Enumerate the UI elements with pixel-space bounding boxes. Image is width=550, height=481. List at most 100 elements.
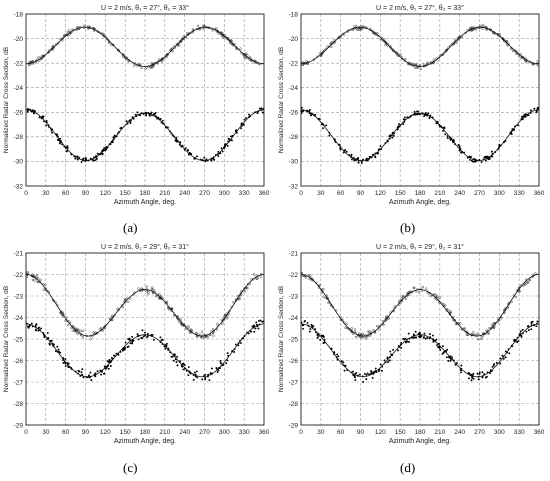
data-point [205, 158, 208, 161]
y-axis-label: Normalized Radar Cross Section, dB [3, 286, 10, 392]
data-point [348, 328, 351, 331]
y-tick-label: -26 [289, 358, 299, 365]
data-point [310, 114, 312, 117]
data-point [499, 357, 502, 360]
data-point [221, 319, 224, 323]
data-point [137, 287, 140, 290]
data-point [325, 124, 328, 127]
data-point [406, 340, 409, 343]
fit-curve [25, 274, 265, 337]
data-point [320, 334, 323, 337]
data-point [360, 162, 363, 164]
x-tick-label: 210 [159, 429, 170, 436]
data-point [212, 334, 215, 337]
data-point [42, 55, 45, 58]
data-point [228, 41, 232, 45]
data-point [535, 111, 538, 114]
data-point [165, 342, 168, 345]
data-point [403, 116, 406, 119]
data-point [149, 66, 152, 69]
data-point [51, 131, 53, 134]
x-tick-label: 300 [494, 429, 505, 436]
data-point [66, 30, 69, 34]
x-tick-label: 330 [239, 190, 250, 197]
plot-frame [300, 252, 540, 426]
data-point [204, 378, 207, 381]
data-point [252, 273, 256, 276]
data-point [370, 370, 372, 373]
data-point [79, 329, 82, 332]
data-point [120, 126, 123, 129]
data-point [300, 110, 303, 113]
data-point [90, 379, 93, 382]
data-point [322, 334, 325, 337]
data-point [107, 41, 111, 45]
y-tick-label: -30 [14, 159, 24, 166]
data-point [211, 328, 215, 331]
data-point [48, 342, 51, 345]
x-tick-label: 30 [317, 429, 325, 436]
data-point [492, 326, 496, 330]
data-point [457, 37, 460, 40]
data-point [101, 329, 105, 332]
series-upper [300, 23, 540, 70]
data-point [198, 28, 201, 31]
data-point [354, 379, 357, 381]
data-point [328, 134, 331, 137]
data-point [459, 322, 462, 325]
data-point [109, 365, 112, 367]
data-point [444, 133, 447, 136]
y-tick-label: -25 [289, 336, 299, 343]
data-point [253, 330, 256, 333]
data-point [377, 370, 380, 373]
data-point [413, 286, 416, 290]
data-point [158, 292, 161, 296]
chart-c: 0 30 60 90 120 150 180 210 240 270 300 330 360 -29 -28… [3, 243, 270, 445]
data-point [524, 60, 527, 63]
x-tick-label: 240 [179, 190, 190, 197]
data-point [484, 376, 487, 379]
data-point [387, 317, 391, 320]
data-point [460, 364, 463, 367]
data-point [470, 379, 473, 382]
data-point [402, 337, 405, 340]
data-point [35, 274, 39, 277]
data-point [353, 159, 356, 162]
data-point [379, 145, 382, 148]
data-point [337, 355, 340, 358]
data-point [158, 297, 161, 300]
data-point [25, 275, 29, 279]
data-point [65, 150, 68, 153]
data-point [316, 334, 319, 336]
data-point [414, 330, 417, 333]
series-upper [25, 270, 265, 341]
data-point [474, 28, 478, 31]
data-point [414, 63, 418, 66]
data-point [161, 119, 164, 122]
data-point [136, 333, 139, 336]
data-point [150, 62, 153, 65]
y-tick-label: -22 [289, 272, 299, 279]
data-point [80, 371, 83, 374]
data-point [453, 41, 457, 44]
data-point [476, 337, 480, 341]
data-point [300, 271, 303, 274]
data-point [436, 297, 440, 300]
data-point [355, 28, 359, 31]
data-point [221, 150, 224, 153]
data-point [353, 328, 357, 331]
data-point [481, 371, 484, 374]
y-tick-label: -18 [289, 11, 299, 18]
data-point [478, 373, 481, 376]
data-point [82, 157, 85, 160]
data-point [123, 298, 127, 301]
data-point [393, 305, 396, 308]
data-point [127, 338, 130, 340]
x-tick-label: 120 [375, 429, 386, 436]
data-point [105, 367, 108, 370]
data-point [67, 362, 70, 365]
data-point [137, 338, 140, 341]
data-point [96, 370, 99, 373]
data-point [129, 121, 132, 123]
data-point [129, 342, 132, 345]
